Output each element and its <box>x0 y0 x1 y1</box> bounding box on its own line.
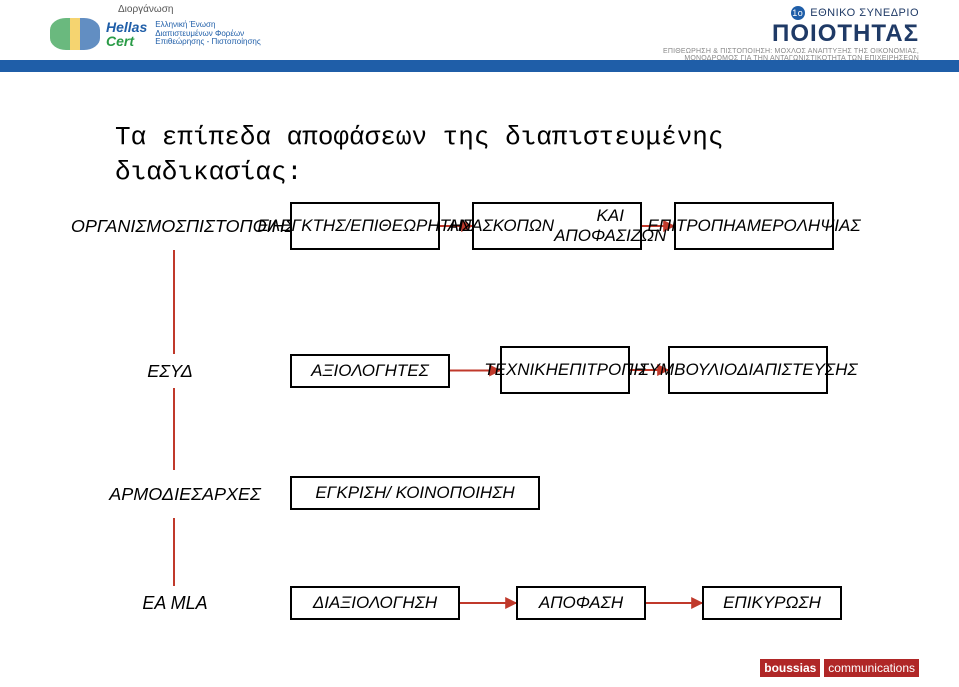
node-anaskopon: ΑΝΑΣΚΟΠΩΝΚΑΙ ΑΠΟΦΑΣΙΖΩΝ <box>472 202 642 250</box>
node-texniki-epitropi: ΤΕΧΝΙΚΗΕΠΙΤΡΟΠΗ <box>500 346 630 394</box>
conference-line1: 1ο ΕΘΝΙΚΟ ΣΥΝΕΔΡΙΟ <box>663 6 919 20</box>
hellas-cert-name: Hellas Cert <box>106 20 147 48</box>
hellas-cert-mark-icon <box>50 18 100 50</box>
hellas-cert-logo: Hellas Cert Ελληνική Ένωση Διαπιστευμένω… <box>50 18 261 50</box>
hellas-cert-name-2: Cert <box>106 34 147 48</box>
header: Διοργάνωση Hellas Cert Ελληνική Ένωση Δι… <box>0 0 959 80</box>
node-egkrisi: ΕΓΚΡΙΣΗ/ ΚΟΙΝΟΠΟΙΗΣΗ <box>290 476 540 510</box>
header-rule <box>0 60 959 72</box>
conference-logo: 1ο ΕΘΝΙΚΟ ΣΥΝΕΔΡΙΟ ΠΟΙΟΤΗΤΑΣ ΕΠΙΘΕΩΡΗΣΗ … <box>663 6 919 62</box>
footer-logo: boussias communications <box>760 659 919 677</box>
node-axiologites: ΑΞΙΟΛΟΓΗΤΕΣ <box>290 354 450 388</box>
node-symvoulio: ΣΥΜΒΟΥΛΙΟΔΙΑΠΙΣΤΕΥΣΗΣ <box>668 346 828 394</box>
hc-sub-3: Επιθεώρησης - Πιστοποίησης <box>155 38 260 47</box>
footer-brand-1: boussias <box>760 659 820 677</box>
hellas-cert-subtitle: Ελληνική Ένωση Διαπιστευμένων Φορέων Επι… <box>155 21 260 47</box>
row-label-armodies: ΑΡΜΟΔΙΕΣΑΡΧΕΣ <box>115 470 255 518</box>
row-label-eamla: EA MLA <box>115 586 235 620</box>
conference-line2: ΠΟΙΟΤΗΤΑΣ <box>663 20 919 48</box>
node-epitropi-amerolipsias: ΕΠΙΤΡΟΠΗΑΜΕΡΟΛΗΨΙΑΣ <box>674 202 834 250</box>
footer-brand-2: communications <box>824 659 919 677</box>
row-label-organismos: ΟΡΓΑΝΙΣΜΟΣΠΙΣΤΟΠΟΙΗΣΗΣ <box>115 202 275 250</box>
row-label-esyd: ΕΣΥΔ <box>115 354 225 388</box>
connectors-layer <box>0 0 959 687</box>
org-label: Διοργάνωση <box>118 4 173 15</box>
slide-title: Τα επίπεδα αποφάσεων της διαπιστευμένης … <box>115 120 875 190</box>
hellas-cert-name-1: Hellas <box>106 20 147 34</box>
conference-line3a: ΕΠΙΘΕΩΡΗΣΗ & ΠΙΣΤΟΠΟΙΗΣΗ: ΜΟΧΛΟΣ ΑΝΑΠΤΥΞ… <box>663 48 919 55</box>
node-apofasi: ΑΠΟΦΑΣΗ <box>516 586 646 620</box>
node-elegktis: ΕΛΕΓΚΤΗΣ/ΕΠΙΘΕΩΡΗΤΗΣ <box>290 202 440 250</box>
conference-badge-icon: 1ο <box>791 6 805 20</box>
conference-line1-text: ΕΘΝΙΚΟ ΣΥΝΕΔΡΙΟ <box>810 7 919 19</box>
node-diaxiologisi: ΔΙΑΞΙΟΛΟΓΗΣΗ <box>290 586 460 620</box>
node-epikyrosi: ΕΠΙΚΥΡΩΣΗ <box>702 586 842 620</box>
page: Διοργάνωση Hellas Cert Ελληνική Ένωση Δι… <box>0 0 959 687</box>
